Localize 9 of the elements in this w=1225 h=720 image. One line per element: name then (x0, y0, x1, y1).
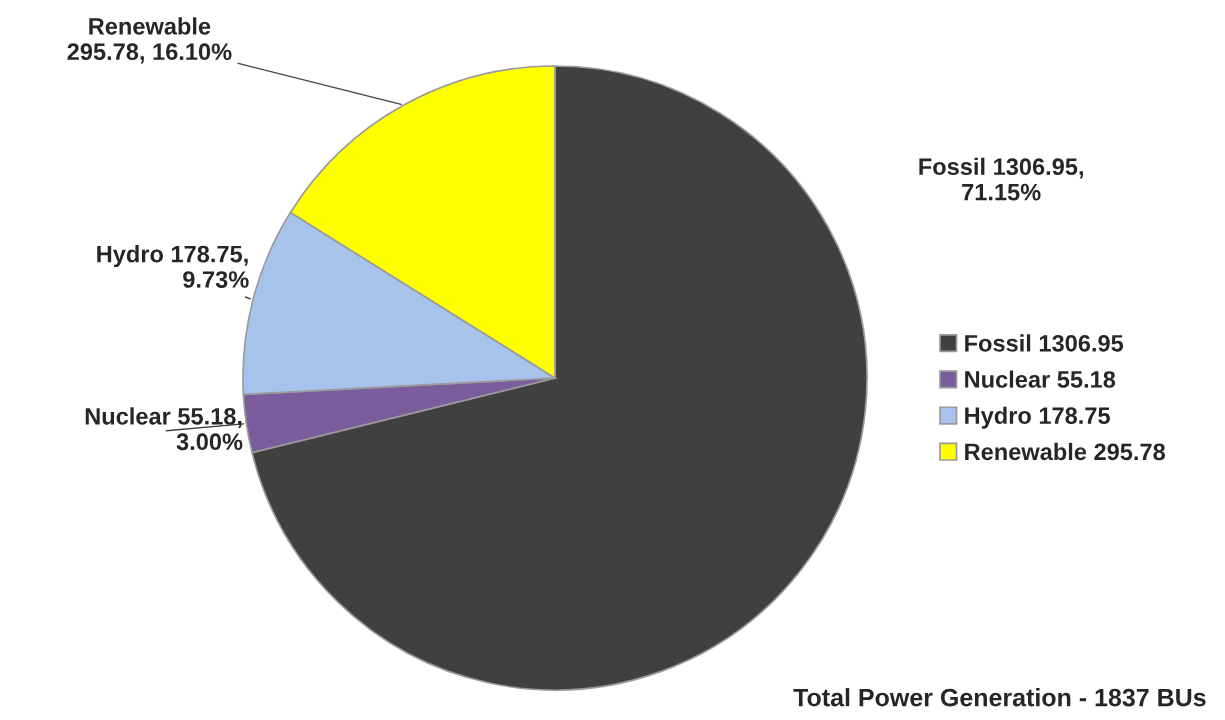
data-label: Renewable 295.78, 16.10% (67, 17, 232, 64)
data-label: Hydro 178.75, 9.73% (97, 245, 249, 288)
legend-label: Fossil 1306.95 (965, 334, 1124, 352)
legend-label: Renewable 295.78 (965, 442, 1166, 461)
data-label: Fossil 1306.95, 71.15% (919, 157, 1083, 201)
legend-label: Hydro 178.75 (965, 406, 1110, 429)
data-label: Nuclear 55.18, 3.00% (85, 407, 243, 451)
text: Total Power Generation - 1837 BUs (793, 688, 1206, 707)
legend-label: Nuclear 55.18 (965, 370, 1116, 388)
